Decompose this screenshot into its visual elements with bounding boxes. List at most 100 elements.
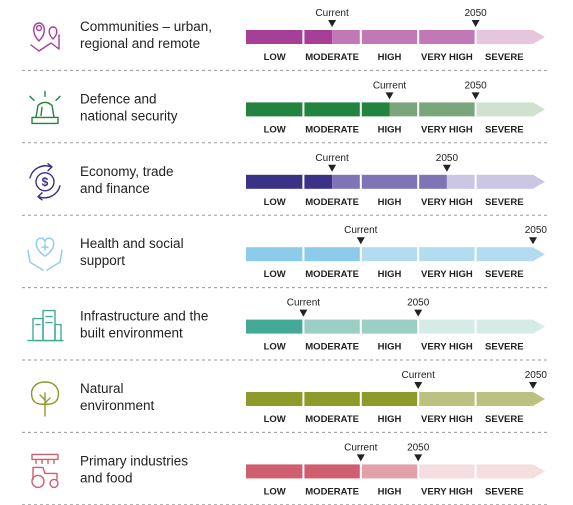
current-marker-label: Current	[315, 153, 349, 164]
siren-icon	[29, 90, 61, 125]
level-label: SEVERE	[485, 414, 524, 425]
scale-arrow-tip	[533, 102, 545, 117]
sector-row: Communities – urban, regional and remote L…	[22, 8, 550, 71]
scale-arrow-tip	[533, 174, 545, 189]
level-label: MODERATE	[305, 197, 359, 208]
level-label: HIGH	[378, 52, 402, 63]
current-marker	[356, 454, 365, 462]
tree-icon	[30, 381, 60, 417]
current-marker-label: Current	[373, 80, 407, 91]
future-marker	[471, 92, 480, 100]
sector-label: and food	[80, 470, 133, 485]
level-label: VERY HIGH	[421, 486, 473, 497]
level-label: SEVERE	[485, 486, 524, 497]
dollar-cycle-icon: $	[29, 163, 61, 201]
sector-label: built environment	[80, 326, 183, 341]
current-marker-label: Current	[344, 225, 378, 236]
sector-label: environment	[80, 398, 155, 413]
scale-arrow-tip	[533, 319, 545, 334]
current-marker-label: Current	[287, 298, 321, 309]
level-label: SEVERE	[485, 342, 524, 353]
level-label: LOW	[264, 197, 286, 208]
future-marker-label: 2050	[525, 370, 548, 381]
current-marker	[385, 92, 394, 100]
sector-row: Defence and national security LOW MODERATE H…	[22, 80, 550, 144]
level-label: LOW	[264, 124, 286, 135]
current-marker	[356, 237, 365, 245]
projected-2050-segment	[389, 102, 476, 117]
sector-label: Infrastructure and the	[80, 309, 208, 324]
level-label: MODERATE	[305, 52, 359, 63]
future-marker-label: 2050	[407, 298, 430, 309]
level-label: LOW	[264, 269, 286, 280]
sector-label: Primary industries	[80, 453, 188, 468]
sector-label: regional and remote	[80, 36, 200, 51]
scale-arrow-tip	[533, 392, 545, 406]
current-marker	[328, 164, 337, 172]
level-label: SEVERE	[485, 269, 524, 280]
current-risk-segment	[246, 102, 390, 117]
remaining-scale-segment	[475, 102, 533, 117]
level-label: VERY HIGH	[421, 414, 473, 425]
current-marker-label: Current	[402, 370, 436, 381]
future-marker-label: 2050	[464, 8, 487, 19]
future-marker	[442, 164, 451, 172]
current-marker-label: Current	[344, 442, 378, 453]
level-label: LOW	[264, 342, 286, 353]
current-risk-segment	[246, 319, 304, 334]
svg-text:$: $	[42, 175, 49, 189]
level-label: VERY HIGH	[421, 197, 473, 208]
level-label: HIGH	[378, 124, 402, 135]
level-label: SEVERE	[485, 197, 524, 208]
current-risk-segment	[246, 30, 333, 44]
level-label: MODERATE	[305, 124, 359, 135]
future-marker	[414, 454, 423, 462]
sector-row: Primary industries and food LOW MODERATE HIG…	[22, 442, 550, 505]
sector-row: Health and social support LOW MODERATE HIGH V…	[22, 225, 550, 289]
current-marker	[414, 382, 423, 389]
current-risk-segment	[246, 174, 333, 189]
current-marker-label: Current	[315, 8, 349, 19]
current-marker	[299, 309, 308, 317]
level-label: MODERATE	[305, 342, 359, 353]
projected-2050-segment	[332, 30, 476, 44]
hands-heart-icon	[27, 237, 63, 271]
level-label: MODERATE	[305, 486, 359, 497]
future-marker	[414, 309, 423, 317]
future-marker-label: 2050	[436, 153, 459, 164]
level-label: HIGH	[378, 197, 402, 208]
sector-row: Natural environment LOW MODERATE HIGH VERY HI…	[22, 370, 550, 433]
level-label: LOW	[264, 414, 286, 425]
sector-label: national security	[80, 108, 178, 123]
sector-label: support	[80, 253, 125, 268]
level-label: LOW	[264, 52, 286, 63]
map-pins-icon	[30, 22, 60, 52]
sector-row: $ Economy, trade and finance LOW MODERATE HIG…	[22, 153, 550, 216]
scale-arrow-tip	[533, 247, 545, 262]
level-label: VERY HIGH	[421, 124, 473, 135]
future-marker	[529, 382, 537, 389]
level-label: HIGH	[378, 342, 402, 353]
current-risk-segment	[246, 392, 419, 406]
level-label: MODERATE	[305, 414, 359, 425]
future-marker-label: 2050	[464, 80, 487, 91]
level-label: HIGH	[378, 269, 402, 280]
projected-2050-segment	[360, 464, 419, 479]
level-label: HIGH	[378, 414, 402, 425]
level-label: VERY HIGH	[421, 269, 473, 280]
scale-arrow-tip	[533, 30, 545, 44]
remaining-scale-segment	[475, 30, 533, 44]
future-marker-label: 2050	[407, 442, 430, 453]
level-label: MODERATE	[305, 269, 359, 280]
future-marker-label: 2050	[525, 225, 548, 236]
level-label: LOW	[264, 486, 286, 497]
level-label: VERY HIGH	[421, 342, 473, 353]
level-label: SEVERE	[485, 124, 524, 135]
projected-2050-segment	[360, 247, 533, 262]
level-label: VERY HIGH	[421, 52, 473, 63]
sector-label: Economy, trade	[80, 164, 174, 179]
sector-label: Natural	[80, 381, 124, 396]
buildings-icon	[27, 309, 64, 342]
sector-label: Communities – urban,	[80, 19, 212, 34]
remaining-scale-segment	[446, 174, 533, 189]
